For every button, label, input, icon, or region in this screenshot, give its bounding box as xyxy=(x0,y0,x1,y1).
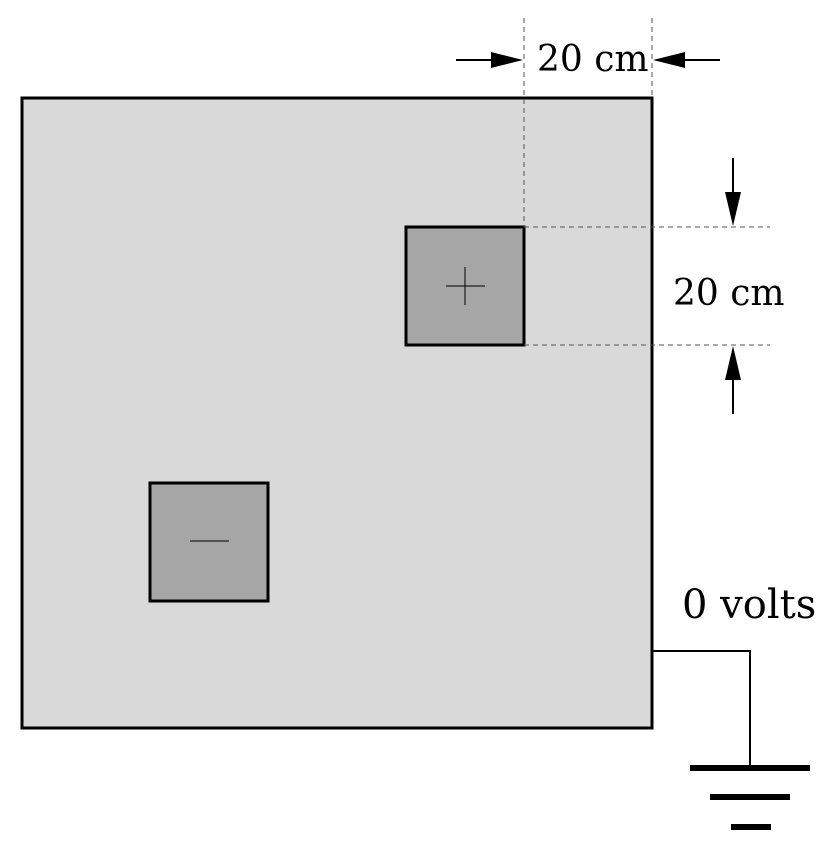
horizontal-dimension-arrows xyxy=(456,52,720,68)
bottom-arrow-head xyxy=(725,346,741,380)
vertical-dimension-arrows xyxy=(725,158,741,414)
ground-wire xyxy=(652,650,751,767)
right-arrow-head xyxy=(653,52,685,68)
ground-icon xyxy=(690,765,810,830)
large-grounded-plate xyxy=(20,96,654,730)
top-arrow-head xyxy=(725,192,741,226)
left-arrow-head xyxy=(491,52,523,68)
positive-charge-square xyxy=(404,225,526,347)
horizontal-dimension-label: 20 cm xyxy=(537,39,649,80)
dimension-guides xyxy=(523,18,770,346)
negative-square-body xyxy=(148,481,270,603)
ground-voltage-label: 0 volts xyxy=(682,582,816,628)
negative-charge-square xyxy=(148,481,270,603)
vertical-dimension-label: 20 cm xyxy=(673,273,785,314)
